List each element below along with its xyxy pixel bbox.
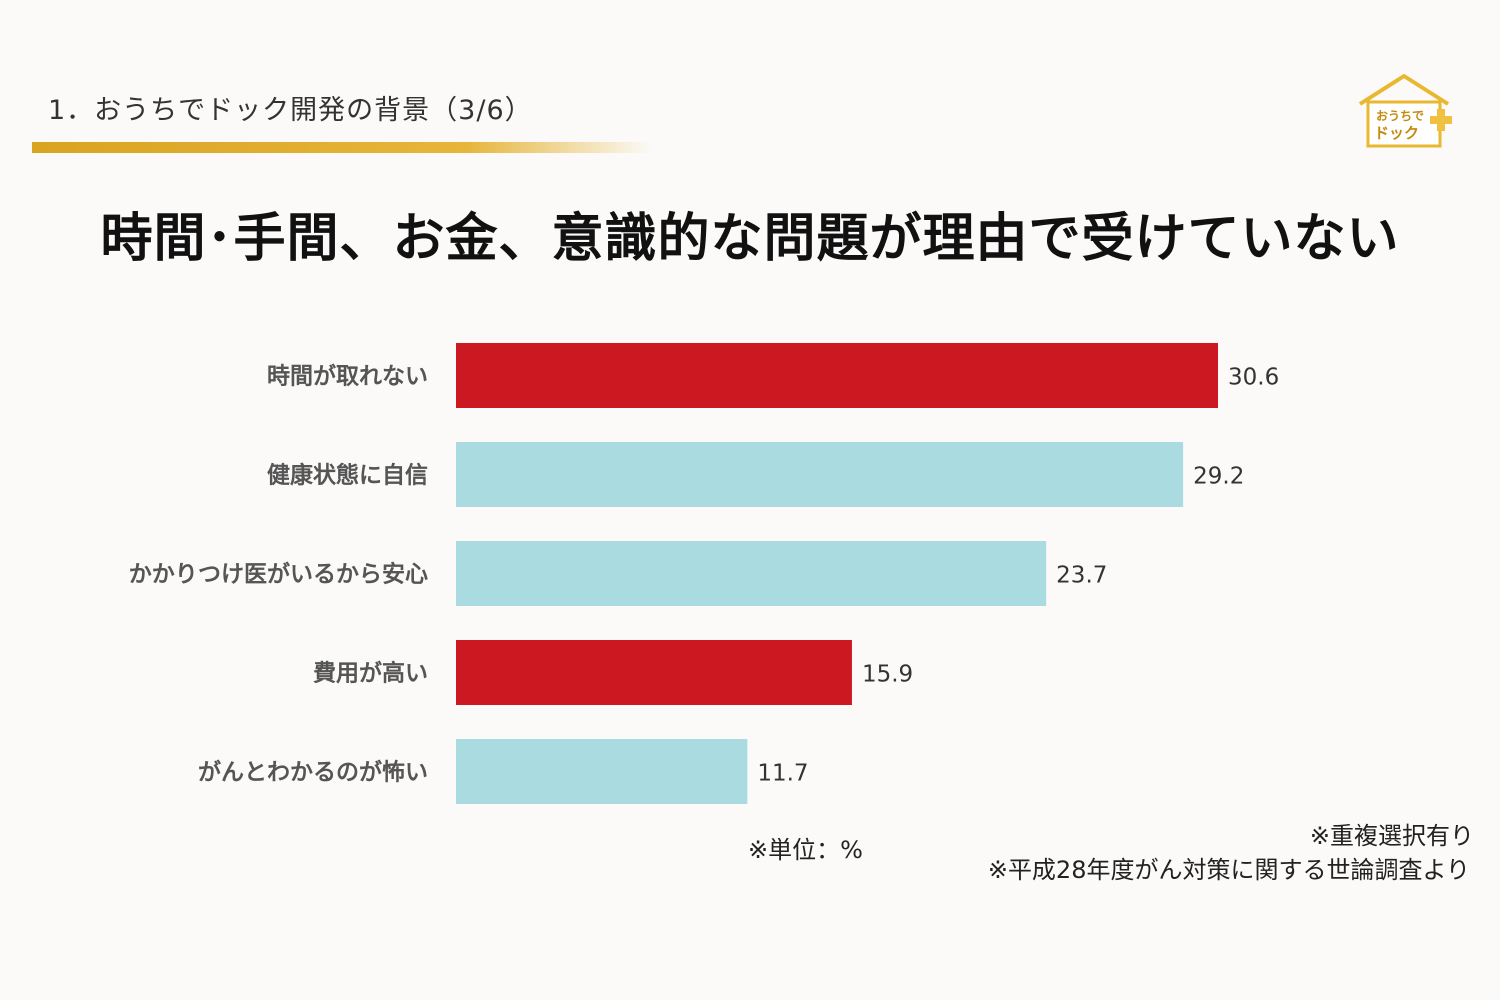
source-note: ※平成28年度がん対策に関する世論調査より [987,856,1470,884]
title-underline [32,142,652,153]
category-label-4: がんとわかるのが怖い [198,759,428,786]
unit-note: ※単位：% [748,836,863,864]
duplicate-note: ※重複選択有り [1309,822,1474,850]
headline: 時間･手間、お金、意識的な問題が理由で受けていない [100,209,1400,269]
value-label-3: 15.9 [862,662,913,688]
category-label-3: 費用が高い [313,660,428,687]
bar-3 [456,640,852,705]
logo-text-top: おうちで [1376,109,1424,123]
logo-text-bottom: ドック [1374,124,1419,142]
value-label-2: 23.7 [1056,563,1107,589]
value-label-4: 11.7 [757,761,808,787]
value-label-1: 29.2 [1193,464,1244,490]
bar-0 [456,343,1218,408]
ouchi-de-dock-logo: おうちで ドック [1352,72,1456,150]
slide-title: 1．おうちでドック開発の背景（3/6） [48,95,533,126]
bar-2 [456,541,1047,606]
bar-1 [456,442,1184,507]
category-label-2: かかりつけ医がいるから安心 [129,561,428,588]
category-label-1: 健康状態に自信 [267,462,428,489]
category-label-0: 時間が取れない [267,363,428,390]
bar-4 [456,739,748,804]
value-label-0: 30.6 [1228,365,1279,391]
